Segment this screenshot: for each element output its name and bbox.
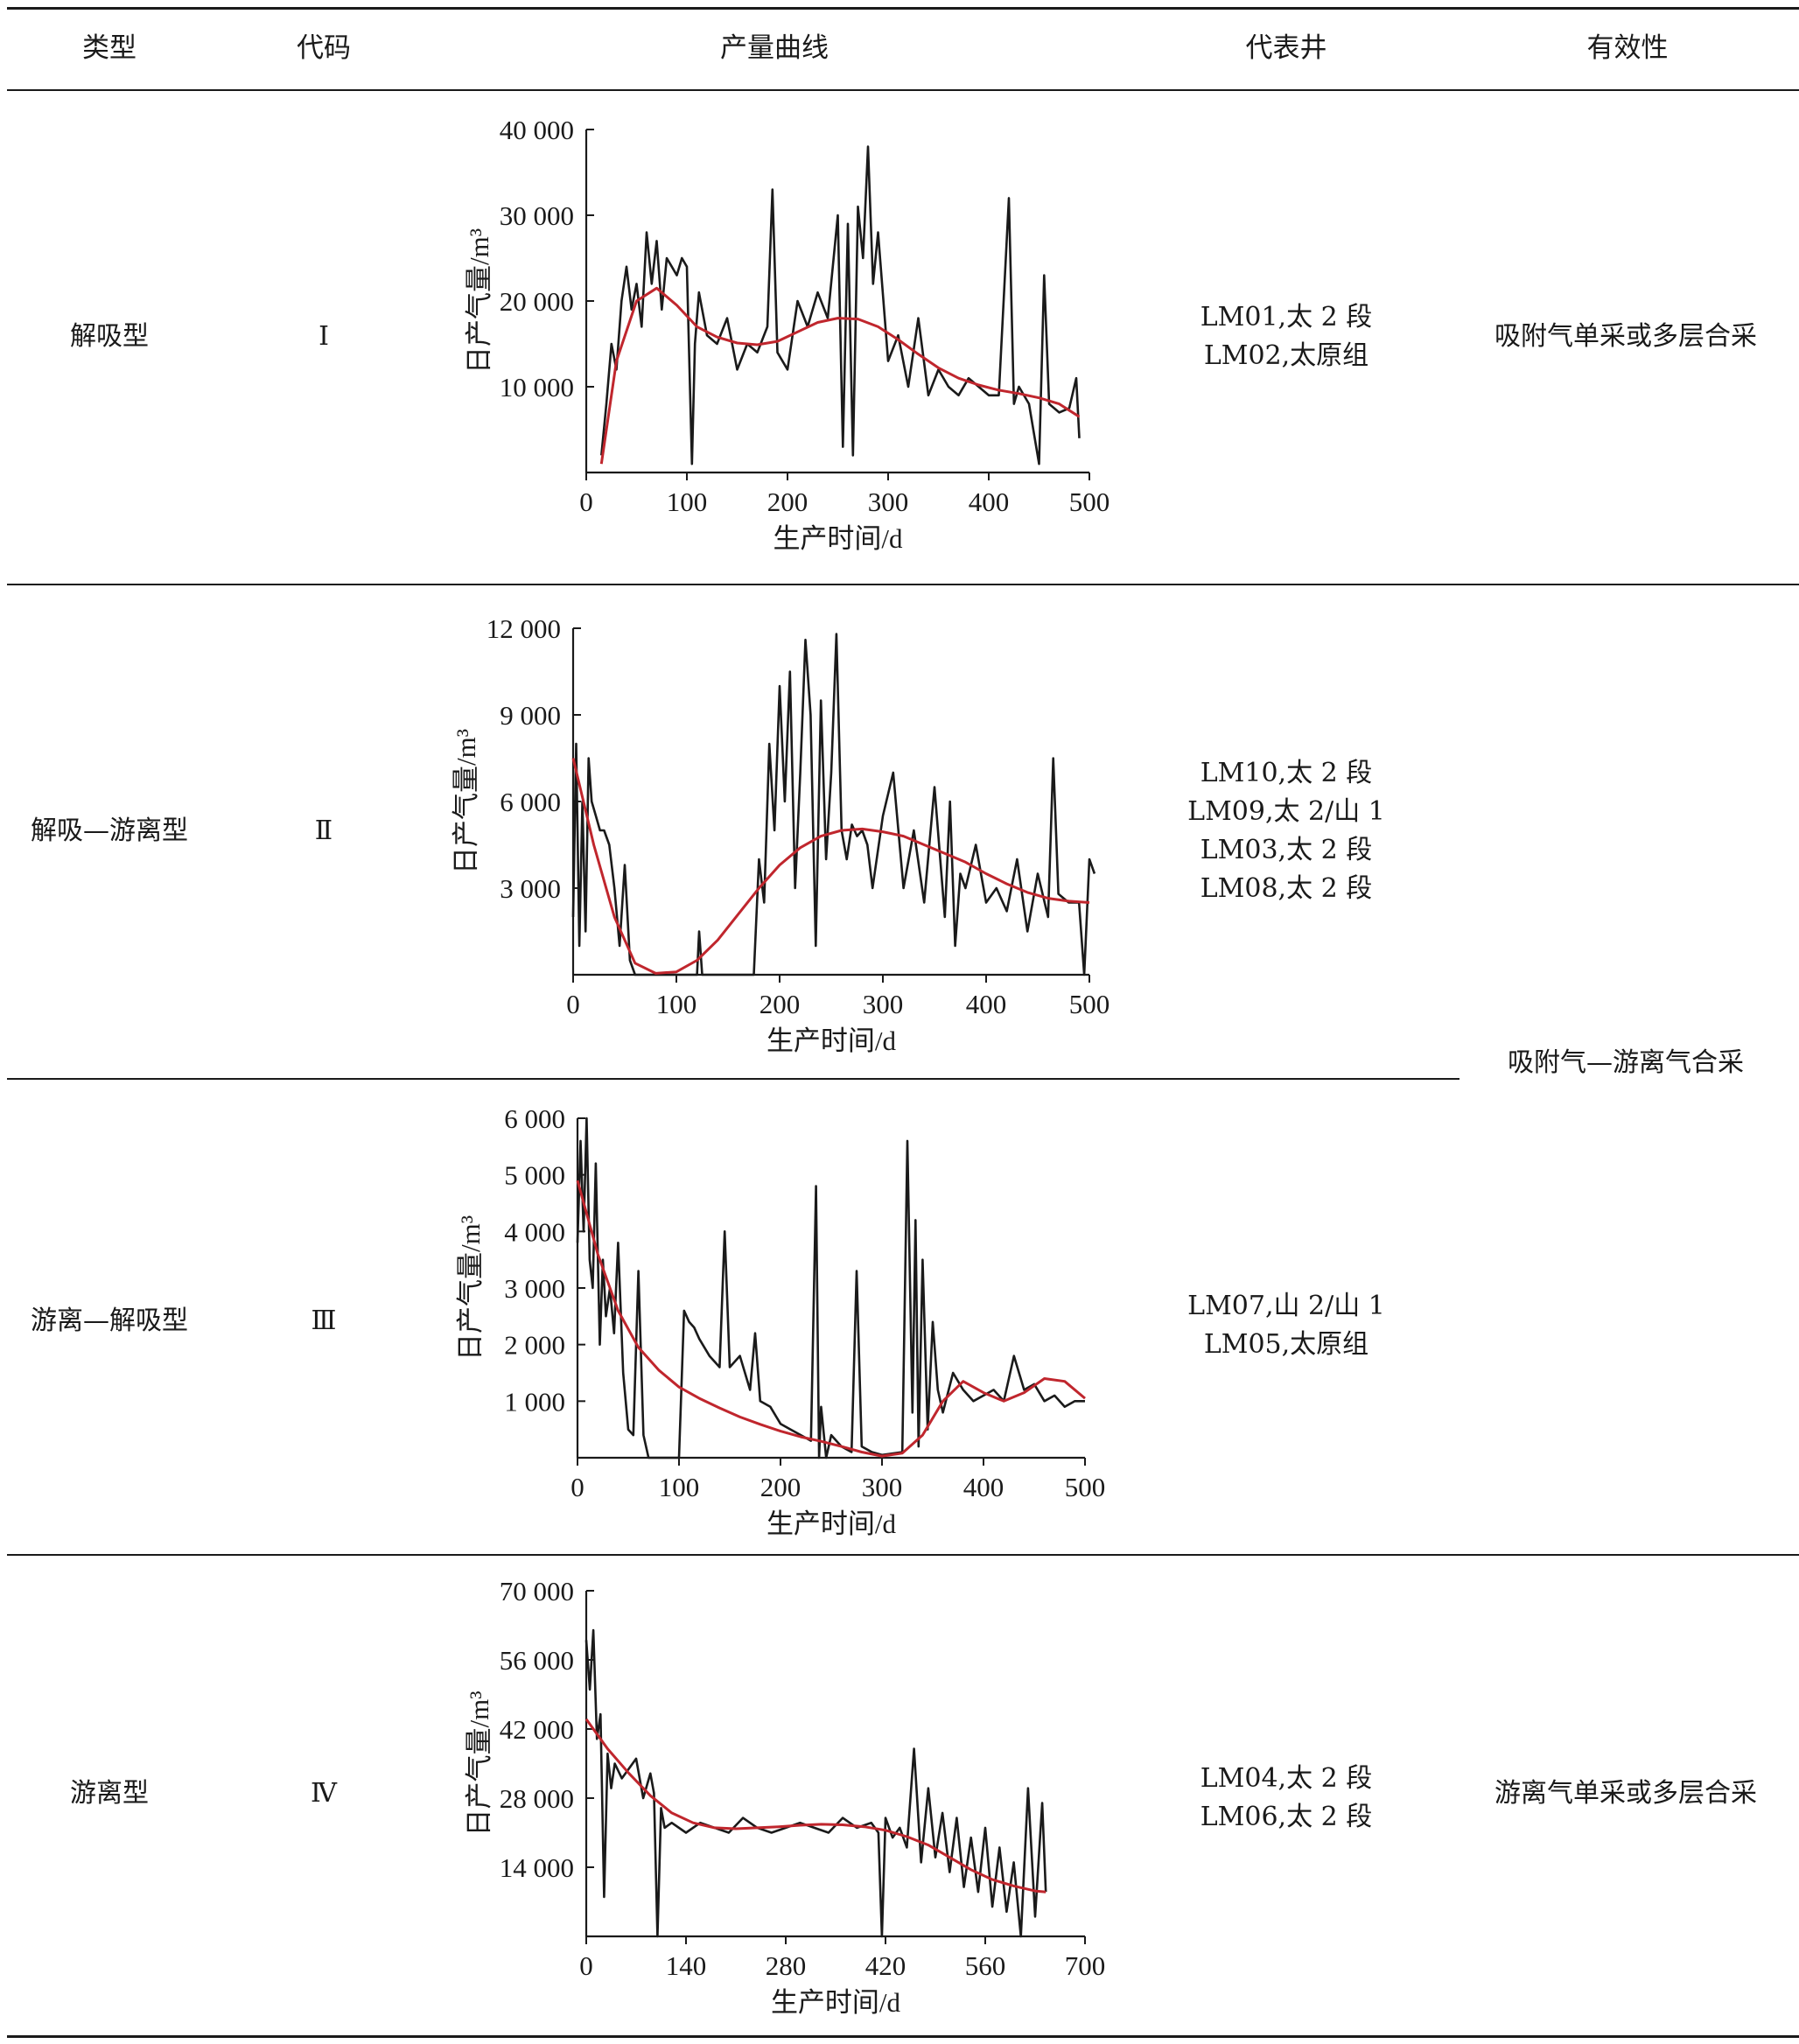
chart-3-x-tick-label: 100 [659, 1472, 700, 1502]
chart-2-y-tick-label: 3 000 [500, 873, 561, 904]
row-1-effectiveness: 吸附气单采或多层合采 [1494, 321, 1757, 352]
chart-4-x-tick-label: 420 [865, 1950, 906, 1981]
chart-4-x-tick-label: 280 [766, 1950, 807, 1981]
chart-2-y-axis-label: 日产气量/m³ [451, 729, 481, 874]
row-2-code: Ⅱ [314, 816, 333, 846]
chart-3-y-tick-label: 1 000 [504, 1386, 565, 1417]
chart-2-x-tick-label: 0 [566, 989, 580, 1019]
chart-3-x-tick-label: 400 [963, 1472, 1004, 1502]
well-label: LM09,太 2/山 1 [1187, 796, 1385, 827]
well-label: LM05,太原组 [1203, 1329, 1369, 1360]
chart-2-x-tick-label: 200 [760, 989, 801, 1019]
header-rule [7, 89, 1799, 91]
chart-1-daily-production-line [600, 145, 1081, 466]
well-label: LM02,太原组 [1203, 340, 1369, 371]
header-code: 代码 [297, 32, 351, 64]
row-4-code: Ⅳ [311, 1778, 337, 1809]
row-4-type: 游离型 [70, 1778, 149, 1809]
chart-1-x-tick-label: 200 [767, 486, 808, 517]
chart-3-x-tick-label: 0 [570, 1472, 584, 1502]
chart-1-y-axis-label: 日产气量/m³ [464, 228, 494, 374]
chart-4-x-tick-label: 0 [579, 1950, 593, 1981]
row-3-wells: LM07,山 2/山 1 LM05,太原组 [1138, 1278, 1435, 1374]
chart-3-x-tick-label: 200 [760, 1472, 802, 1502]
row-1-wells: LM01,太 2 段 LM02,太原组 [1138, 289, 1435, 385]
header-wells: 代表井 [1245, 32, 1327, 64]
chart-2-x-tick-label: 400 [966, 989, 1007, 1019]
chart-4-y-tick-label: 14 000 [500, 1852, 574, 1883]
merged-effectiveness: 吸附气—游离气合采 [1508, 1047, 1744, 1078]
table-top-rule [7, 7, 1799, 10]
chart-3-y-axis-label: 日产气量/m³ [455, 1215, 486, 1361]
row-4-wells: LM04,太 2 段 LM06,太 2 段 [1138, 1750, 1435, 1846]
row-3-code: Ⅲ [311, 1306, 337, 1336]
row-1-type: 解吸型 [70, 321, 149, 352]
chart-2-x-axis-label: 生产时间/d [766, 1026, 897, 1056]
chart-3-x-tick-label: 300 [862, 1472, 903, 1502]
row-2-wells: LM10,太 2 段 LM09,太 2/山 1 LM03,太 2 段 LM08,… [1138, 752, 1435, 910]
chart-3-y-tick-label: 3 000 [504, 1273, 565, 1304]
chart-4-x-tick-label: 700 [1065, 1950, 1106, 1981]
header-type: 类型 [82, 32, 136, 64]
chart-1-fitted-trend-line [599, 286, 1081, 465]
chart-2-x-tick-label: 300 [863, 989, 904, 1019]
well-label: LM01,太 2 段 [1200, 302, 1373, 332]
chart-4-y-tick-label: 70 000 [500, 1576, 574, 1606]
chart-3-y-tick-label: 4 000 [504, 1216, 565, 1247]
header-effectiveness: 有效性 [1586, 32, 1669, 64]
chart-1-x-tick-label: 500 [1069, 486, 1110, 517]
chart-1-x-axis-label: 生产时间/d [773, 523, 903, 554]
row-3-type: 游离—解吸型 [31, 1306, 188, 1336]
row-4-effectiveness: 游离气单采或多层合采 [1494, 1778, 1757, 1809]
chart-1-y-tick-label: 40 000 [500, 115, 574, 145]
chart-1-x-tick-label: 0 [579, 486, 593, 517]
chart-1-y-tick-label: 20 000 [500, 286, 574, 317]
production-chart-3: 0 100 200 300 400 500 1 000 2 000 3 000 4 000 5 00… [455, 1103, 1106, 1539]
chart-2-fitted-trend-line [571, 758, 1090, 975]
chart-1-y-tick-label: 30 000 [500, 200, 574, 231]
chart-1-x-tick-label: 400 [969, 486, 1010, 517]
chart-3-y-tick-label: 2 000 [504, 1330, 565, 1361]
row-2-type: 解吸—游离型 [31, 816, 188, 846]
production-chart-4: 0 140 280 420 560 700 14 000 28 000 42 000 56 000… [464, 1576, 1106, 2018]
chart-2-x-tick-label: 500 [1069, 989, 1110, 1019]
chart-2-y-tick-label: 12 000 [486, 613, 561, 644]
chart-4-x-tick-label: 560 [965, 1950, 1006, 1981]
chart-3-y-tick-label: 6 000 [504, 1103, 565, 1134]
chart-4-y-tick-label: 28 000 [500, 1783, 574, 1814]
chart-1-x-tick-label: 300 [868, 486, 909, 517]
chart-2-daily-production-line [571, 633, 1096, 976]
production-chart-1: 0 100 200 300 400 500 10 000 20 000 30 000 40 000… [464, 115, 1110, 554]
chart-4-daily-production-line [584, 1628, 1047, 1938]
row-rule-3 [7, 1554, 1799, 1556]
chart-1-y-tick-label: 10 000 [500, 372, 574, 402]
row-rule-1 [7, 584, 1799, 585]
header-curve: 产量曲线 [720, 32, 829, 64]
chart-4-fitted-trend-line [584, 1718, 1046, 1894]
chart-3-y-tick-label: 5 000 [504, 1160, 565, 1191]
chart-1-x-tick-label: 100 [667, 486, 708, 517]
row-rule-2 [7, 1078, 1460, 1080]
well-label: LM10,太 2 段 [1200, 758, 1373, 788]
chart-4-x-axis-label: 生产时间/d [771, 1987, 901, 2018]
chart-4-y-tick-label: 56 000 [500, 1645, 574, 1676]
production-chart-2: 0 100 200 300 400 500 3 000 6 000 9 000 12 000 生产时… [451, 613, 1110, 1056]
chart-4-y-tick-label: 42 000 [500, 1714, 574, 1745]
well-label: LM04,太 2 段 [1200, 1763, 1373, 1794]
chart-3-daily-production-line [576, 1116, 1085, 1460]
well-label: LM07,山 2/山 1 [1187, 1291, 1385, 1321]
table-bottom-rule [7, 2035, 1799, 2038]
well-label: LM08,太 2 段 [1200, 873, 1373, 904]
chart-3-fitted-trend-line [576, 1180, 1086, 1458]
row-1-code: Ⅰ [318, 321, 329, 352]
chart-4-x-tick-label: 140 [666, 1950, 707, 1981]
well-label: LM03,太 2 段 [1200, 835, 1373, 865]
chart-2-y-tick-label: 6 000 [500, 787, 561, 817]
well-label: LM06,太 2 段 [1200, 1802, 1373, 1832]
chart-2-y-tick-label: 9 000 [500, 700, 561, 731]
chart-3-x-tick-label: 500 [1065, 1472, 1106, 1502]
chart-4-y-axis-label: 日产气量/m³ [464, 1690, 494, 1836]
chart-2-x-tick-label: 100 [656, 989, 697, 1019]
chart-3-x-axis-label: 生产时间/d [766, 1508, 897, 1539]
